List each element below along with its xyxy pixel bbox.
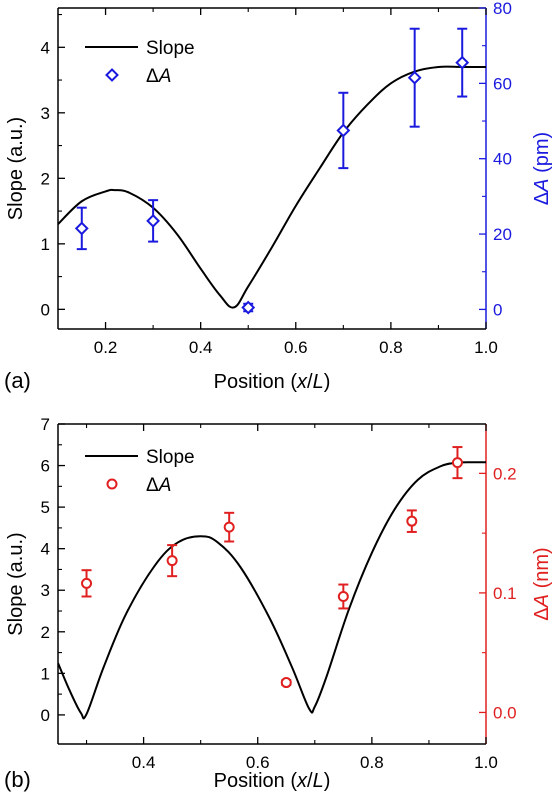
y2-tick-label: 80 <box>493 0 512 18</box>
circle-marker <box>166 555 178 567</box>
y-tick-label: 1 <box>41 235 50 254</box>
data-point <box>146 199 161 243</box>
y-tick-label: 7 <box>41 415 50 434</box>
x-tick-label: 1.0 <box>474 338 498 357</box>
y-tick-label: 6 <box>41 457 50 476</box>
y2-tick-label: 0 <box>493 300 502 319</box>
diamond-marker <box>241 300 256 315</box>
y-axis-label: Slope (a.u.) <box>5 532 27 635</box>
y-axis-label: Slope (a.u.) <box>5 117 27 220</box>
legend-label-delta-a: ΔA <box>146 66 171 87</box>
circle-marker <box>280 677 292 689</box>
chart-panel-b: 0.4 0.6 0.8 1.0 0 1 2 3 4 5 6 7 0.0 0.1 0.2 Position (x… <box>4 415 553 792</box>
legend-label-slope: Slope <box>146 447 195 468</box>
data-point <box>241 300 256 315</box>
data-point <box>406 509 418 533</box>
y2-axis-label: ΔA (pm) <box>531 132 553 205</box>
x-axis-label: Position (x/L) <box>214 770 331 792</box>
x-tick-label: 0.2 <box>94 338 118 357</box>
x-axis-label: Position (x/L) <box>214 371 331 393</box>
y-tick-label: 1 <box>41 664 50 683</box>
legend-circle-swatch <box>106 478 118 490</box>
x-tick-label: 1.0 <box>474 753 498 772</box>
x-tick-label: 0.4 <box>132 753 156 772</box>
y2-tick-label: 40 <box>493 150 512 169</box>
x-tick-label: 0.6 <box>246 753 270 772</box>
x-tick-label: 0.4 <box>189 338 213 357</box>
plot-area <box>58 27 486 315</box>
circle-marker <box>337 590 349 602</box>
x-tick-label: 0.8 <box>360 753 384 772</box>
x-tick-label: 0.6 <box>284 338 308 357</box>
y-tick-label: 0 <box>41 300 50 319</box>
circle-marker <box>406 515 418 527</box>
y2-tick-label: 0.1 <box>493 584 517 603</box>
data-point <box>74 206 89 251</box>
y-tick-label: 2 <box>41 169 50 188</box>
data-point <box>166 544 178 578</box>
data-point <box>223 511 235 543</box>
series-line-slope <box>58 461 486 720</box>
y-tick-label: 3 <box>41 104 50 123</box>
data-point <box>407 27 422 128</box>
data-point <box>81 569 93 598</box>
legend: Slope ΔA <box>85 447 195 496</box>
y2-tick-label: 60 <box>493 74 512 93</box>
data-point <box>336 91 351 170</box>
series-line-slope <box>58 65 486 309</box>
y-tick-label: 2 <box>41 623 50 642</box>
panel-label: (a) <box>4 368 31 393</box>
y-tick-label: 4 <box>41 38 50 57</box>
circle-marker <box>81 577 93 589</box>
y-tick-label: 4 <box>41 540 50 559</box>
data-point <box>451 446 463 480</box>
legend: Slope ΔA <box>85 38 195 87</box>
y-tick-label: 3 <box>41 581 50 600</box>
y2-axis-label: ΔA (nm) <box>531 547 553 620</box>
circle-marker <box>223 521 235 533</box>
y2-tick-label: 0.0 <box>493 703 517 722</box>
x-tick-label: 0.8 <box>379 338 403 357</box>
legend-label-slope: Slope <box>146 38 195 59</box>
data-point <box>455 27 470 98</box>
panel-label: (b) <box>4 767 31 792</box>
legend-label-delta-a: ΔA <box>146 475 171 496</box>
diamond-marker <box>455 55 470 70</box>
plot-area <box>58 446 486 720</box>
circle-marker <box>451 457 463 469</box>
legend-diamond-swatch <box>105 68 119 82</box>
data-point <box>280 677 292 689</box>
y-tick-label: 5 <box>41 498 50 517</box>
diamond-marker <box>74 221 89 236</box>
y2-tick-label: 20 <box>493 225 512 244</box>
diamond-marker <box>336 123 351 138</box>
data-point <box>337 583 349 610</box>
y2-tick-label: 0.2 <box>493 464 517 483</box>
diamond-marker <box>407 70 422 85</box>
diamond-marker <box>146 213 161 228</box>
y-tick-label: 0 <box>41 706 50 725</box>
